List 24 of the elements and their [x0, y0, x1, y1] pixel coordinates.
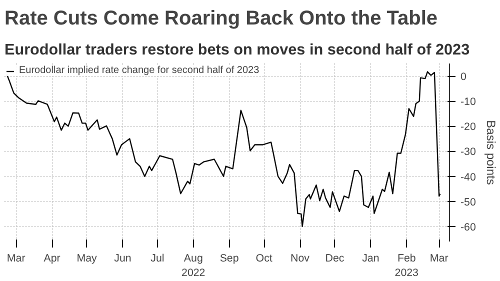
- chart-title: Rate Cuts Come Roaring Back Onto the Table: [4, 8, 438, 30]
- x-tick-label: May: [76, 252, 98, 264]
- y-tick-label: 0: [460, 71, 466, 84]
- x-tick-label: Apr: [44, 252, 61, 264]
- y-tick-label: -40: [460, 171, 476, 184]
- x-tick-label: Mar: [6, 252, 26, 264]
- x-tick-label: Jun: [114, 252, 132, 264]
- y-tick-label: -30: [460, 146, 476, 158]
- x-tick-label: Jul: [150, 252, 164, 264]
- x-tick-label: Sep: [220, 252, 239, 264]
- y-axis-title: Basis points: [484, 120, 498, 185]
- x-tick-label: Mar: [430, 252, 449, 264]
- x-tick-label: Aug 2022: [182, 252, 206, 279]
- y-tick-label: -60: [460, 221, 476, 234]
- y-tick-label: -50: [460, 196, 476, 208]
- y-tick-label: -20: [460, 121, 476, 134]
- x-tick-label: Nov: [290, 252, 310, 264]
- y-tick-label: -10: [460, 96, 476, 108]
- x-tick-label: Feb 2023: [394, 252, 419, 279]
- chart-subtitle: Eurodollar traders restore bets on moves in second half of 2023: [4, 42, 470, 58]
- x-tick-label: Jan: [362, 252, 380, 264]
- x-tick-label: Oct: [256, 252, 272, 264]
- x-tick-label: Dec: [325, 252, 345, 264]
- legend-label: Eurodollar implied rate change for second half of 2023: [19, 65, 260, 76]
